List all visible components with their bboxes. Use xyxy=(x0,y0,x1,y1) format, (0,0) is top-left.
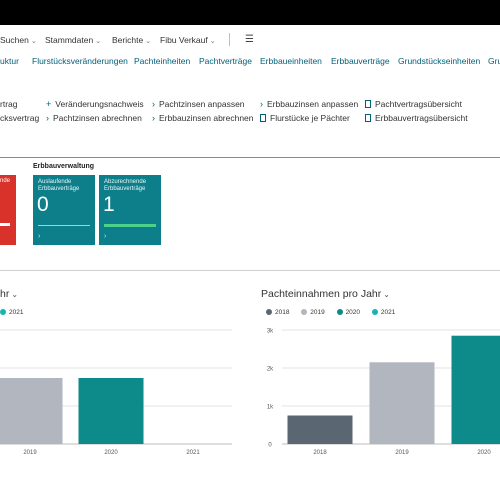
bar-2018[interactable] xyxy=(287,415,353,445)
action-flurstuecke-je-paechter[interactable]: Flurstücke je Pächter xyxy=(260,113,350,123)
chart-title-pachteinnahmen[interactable]: Pachteinnahmen pro Jahr ⌄ xyxy=(261,288,390,300)
x-tick-label: 2018 xyxy=(313,450,327,456)
nav-item-grundstueckseinheiten[interactable]: Grundstückseinheiten xyxy=(398,56,481,66)
chevron-right-icon: › xyxy=(104,233,107,240)
legend-dot xyxy=(0,309,6,315)
plus-icon: + xyxy=(46,99,52,109)
nav-item-pachtvertraege[interactable]: Pachtverträge xyxy=(199,56,252,66)
legend-item[interactable]: 2020 xyxy=(336,309,360,316)
cue-tile-red[interactable]: nde xyxy=(0,175,16,245)
chevron-down-icon: ⌄ xyxy=(11,290,19,299)
tile-value: 1 xyxy=(103,193,115,216)
tile-indicator-line xyxy=(0,223,10,226)
bar-2019[interactable] xyxy=(0,378,63,444)
chart-legend-pachteinnahmen: 2018 2019 2020 2021 xyxy=(266,309,405,316)
legend-dot xyxy=(266,309,272,315)
action-flurstuecksvertrag[interactable]: cksvertrag xyxy=(0,113,40,123)
legend-dot xyxy=(336,309,343,315)
action-erbbauzinsen-abrechnen[interactable]: › Erbbauzinsen abrechnen xyxy=(152,113,254,123)
menu-separator xyxy=(229,33,230,46)
section-divider xyxy=(0,270,500,271)
nav-item-flurstuecksveraenderungen[interactable]: Flurstücksveränderungen xyxy=(32,56,128,66)
nav-bar: uktur Flurstücksveränderungen Pachteinhe… xyxy=(0,52,500,70)
menu-item-fibu-verkauf[interactable]: Fibu Verkauf ⌄ xyxy=(160,35,216,45)
tile-indicator-line xyxy=(38,225,90,226)
menu-item-stammdaten[interactable]: Stammdaten ⌄ xyxy=(45,35,102,45)
y-tick-label: 2k xyxy=(267,367,274,373)
action-veraenderungsnachweis[interactable]: + Veränderungsnachweis xyxy=(46,99,144,109)
action-vertrag[interactable]: rtrag xyxy=(0,99,18,109)
chevron-down-icon: ⌄ xyxy=(209,38,216,45)
bar-2020[interactable] xyxy=(451,335,500,444)
menu-item-berichte[interactable]: Berichte ⌄ xyxy=(112,35,152,45)
chevron-down-icon: ⌄ xyxy=(95,38,102,45)
y-tick-label: 0 xyxy=(268,443,272,449)
tile-indicator-bar xyxy=(104,224,156,227)
nav-item-pachteinheiten[interactable]: Pachteinheiten xyxy=(134,56,191,66)
action-pachtvertragsuebersicht[interactable]: Pachtvertragsübersicht xyxy=(365,99,462,109)
nav-item-struktur[interactable]: uktur xyxy=(0,56,19,66)
y-tick-label: 1k xyxy=(267,405,274,411)
x-tick-label: 2021 xyxy=(186,450,200,456)
x-tick-label: 2020 xyxy=(104,450,118,456)
chevron-down-icon: ⌄ xyxy=(30,38,37,45)
bar-chart-left: 2019 2020 2021 xyxy=(0,329,232,456)
chevron-right-icon: › xyxy=(152,99,155,109)
bar-chart-pachteinnahmen: 0 1k 2k 3k 2018 2019 2020 xyxy=(267,329,500,456)
x-tick-label: 2019 xyxy=(395,450,409,456)
chevron-right-icon: › xyxy=(38,233,41,240)
x-tick-label: 2019 xyxy=(23,450,37,456)
chevron-right-icon: › xyxy=(152,113,155,123)
chevron-right-icon: › xyxy=(46,113,49,123)
legend-dot xyxy=(371,309,378,315)
chart-legend-left: 2021 xyxy=(0,309,33,316)
bar-2019[interactable] xyxy=(369,362,435,444)
tile-label: Abzurechnende Erbbauverträge xyxy=(104,179,147,192)
nav-item-erbbaueinheiten[interactable]: Erbbaueinheiten xyxy=(260,56,322,66)
hamburger-menu-icon[interactable]: ☰ xyxy=(245,34,254,45)
legend-item[interactable]: 2021 xyxy=(0,309,23,316)
cue-tile-auslaufende-erbbauvertraege[interactable]: Auslaufende Erbbauverträge 0 › xyxy=(33,175,95,245)
document-icon xyxy=(365,114,371,122)
chevron-down-icon: ⌄ xyxy=(145,38,152,45)
legend-item[interactable]: 2018 xyxy=(266,309,289,316)
top-black-bar xyxy=(0,0,500,25)
x-tick-label: 2020 xyxy=(477,450,491,456)
action-erbbauvertragsuebersicht[interactable]: Erbbauvertragsübersicht xyxy=(365,113,468,123)
chart-title-left[interactable]: hr ⌄ xyxy=(0,288,19,300)
chevron-down-icon: ⌄ xyxy=(383,290,390,299)
action-pachtzinsen-abrechnen[interactable]: › Pachtzinsen abrechnen xyxy=(46,113,142,123)
menu-bar: Suchen ⌄ Stammdaten ⌄ Berichte ⌄ Fibu Verka… xyxy=(0,30,500,50)
section-title-erbbauverwaltung: Erbbauverwaltung xyxy=(33,163,95,170)
action-erbbauzinsen-anpassen[interactable]: › Erbbauzinsen anpassen xyxy=(260,99,359,109)
cue-tile-abzurechnende-erbbauvertraege[interactable]: Abzurechnende Erbbauverträge 1 › xyxy=(99,175,161,245)
legend-item[interactable]: 2021 xyxy=(371,309,395,316)
legend-item[interactable]: 2019 xyxy=(301,309,325,316)
action-pachtzinsen-anpassen[interactable]: › Pachtzinsen anpassen xyxy=(152,99,245,109)
tile-label: Auslaufende Erbbauverträge xyxy=(38,179,80,192)
document-icon xyxy=(260,114,266,122)
y-tick-label: 3k xyxy=(267,329,274,335)
tile-value: 0 xyxy=(37,193,49,216)
menu-item-suchen[interactable]: Suchen ⌄ xyxy=(0,35,37,45)
action-bar: rtrag cksvertrag + Veränderungsnachweis ›… xyxy=(0,95,500,130)
nav-item-erbbauvertraege[interactable]: Erbbauverträge xyxy=(331,56,390,66)
bar-2020[interactable] xyxy=(78,378,144,444)
document-icon xyxy=(365,100,371,108)
nav-item-overflow[interactable]: Gru xyxy=(488,56,500,66)
legend-dot xyxy=(301,309,308,315)
section-divider xyxy=(0,157,500,158)
chevron-right-icon: › xyxy=(260,99,263,109)
